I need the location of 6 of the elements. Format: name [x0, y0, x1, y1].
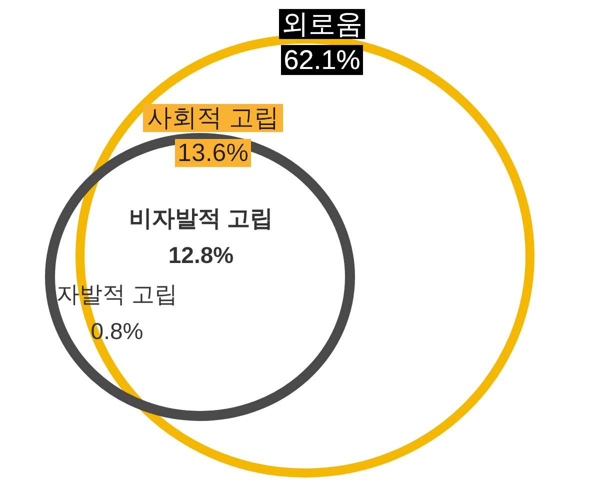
data-label: 13.6%: [178, 139, 248, 167]
category-label: 외로움: [282, 9, 362, 39]
data-label: 12.8%: [168, 242, 234, 268]
category-label: 사회적 고립: [147, 104, 279, 132]
category-label: 비자발적 고립: [128, 205, 274, 231]
data-label: 62.1%: [284, 45, 360, 75]
